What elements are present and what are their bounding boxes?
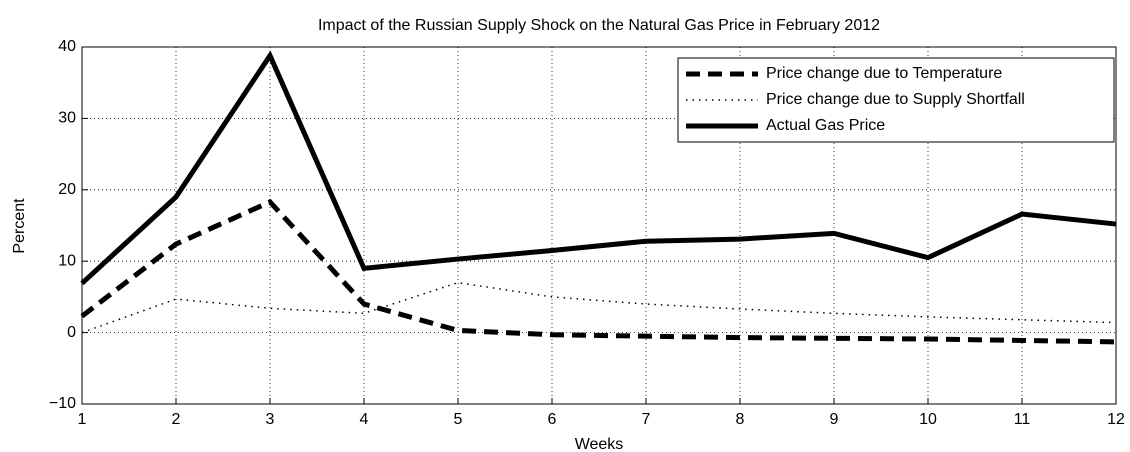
y-tick-label: 40 (58, 38, 76, 55)
x-tick-label: 2 (172, 411, 181, 428)
x-tick-label: 7 (642, 411, 651, 428)
plot-frame (81, 46, 1117, 405)
chart-title: Impact of the Russian Supply Shock on th… (318, 17, 880, 34)
x-tick-label: 8 (736, 411, 745, 428)
y-tick-label: 10 (58, 252, 76, 269)
y-tick-label: −10 (49, 395, 76, 412)
x-tick-label: 11 (1014, 411, 1031, 428)
y-tick-label: 20 (58, 181, 76, 198)
x-tick-label: 9 (830, 411, 839, 428)
x-tick-label: 3 (266, 411, 275, 428)
x-tick-label: 5 (454, 411, 463, 428)
series-line (80, 50, 1117, 286)
y-tick-label: 0 (67, 324, 76, 341)
x-axis-label: Weeks (575, 436, 624, 452)
y-axis-label: Percent (11, 198, 28, 254)
y-tick-label: 30 (58, 110, 76, 127)
x-tick-label: 10 (919, 411, 937, 428)
legend-label: Price change due to Supply Shortfall (766, 91, 1025, 108)
x-tick-label: 1 (78, 411, 87, 428)
legend-label: Price change due to Temperature (766, 65, 1002, 82)
x-tick-label: 4 (360, 411, 369, 428)
legend-label: Actual Gas Price (766, 117, 885, 134)
x-tick-label: 12 (1107, 411, 1125, 428)
series-line (80, 198, 1117, 345)
x-tick-label: 6 (548, 411, 557, 428)
